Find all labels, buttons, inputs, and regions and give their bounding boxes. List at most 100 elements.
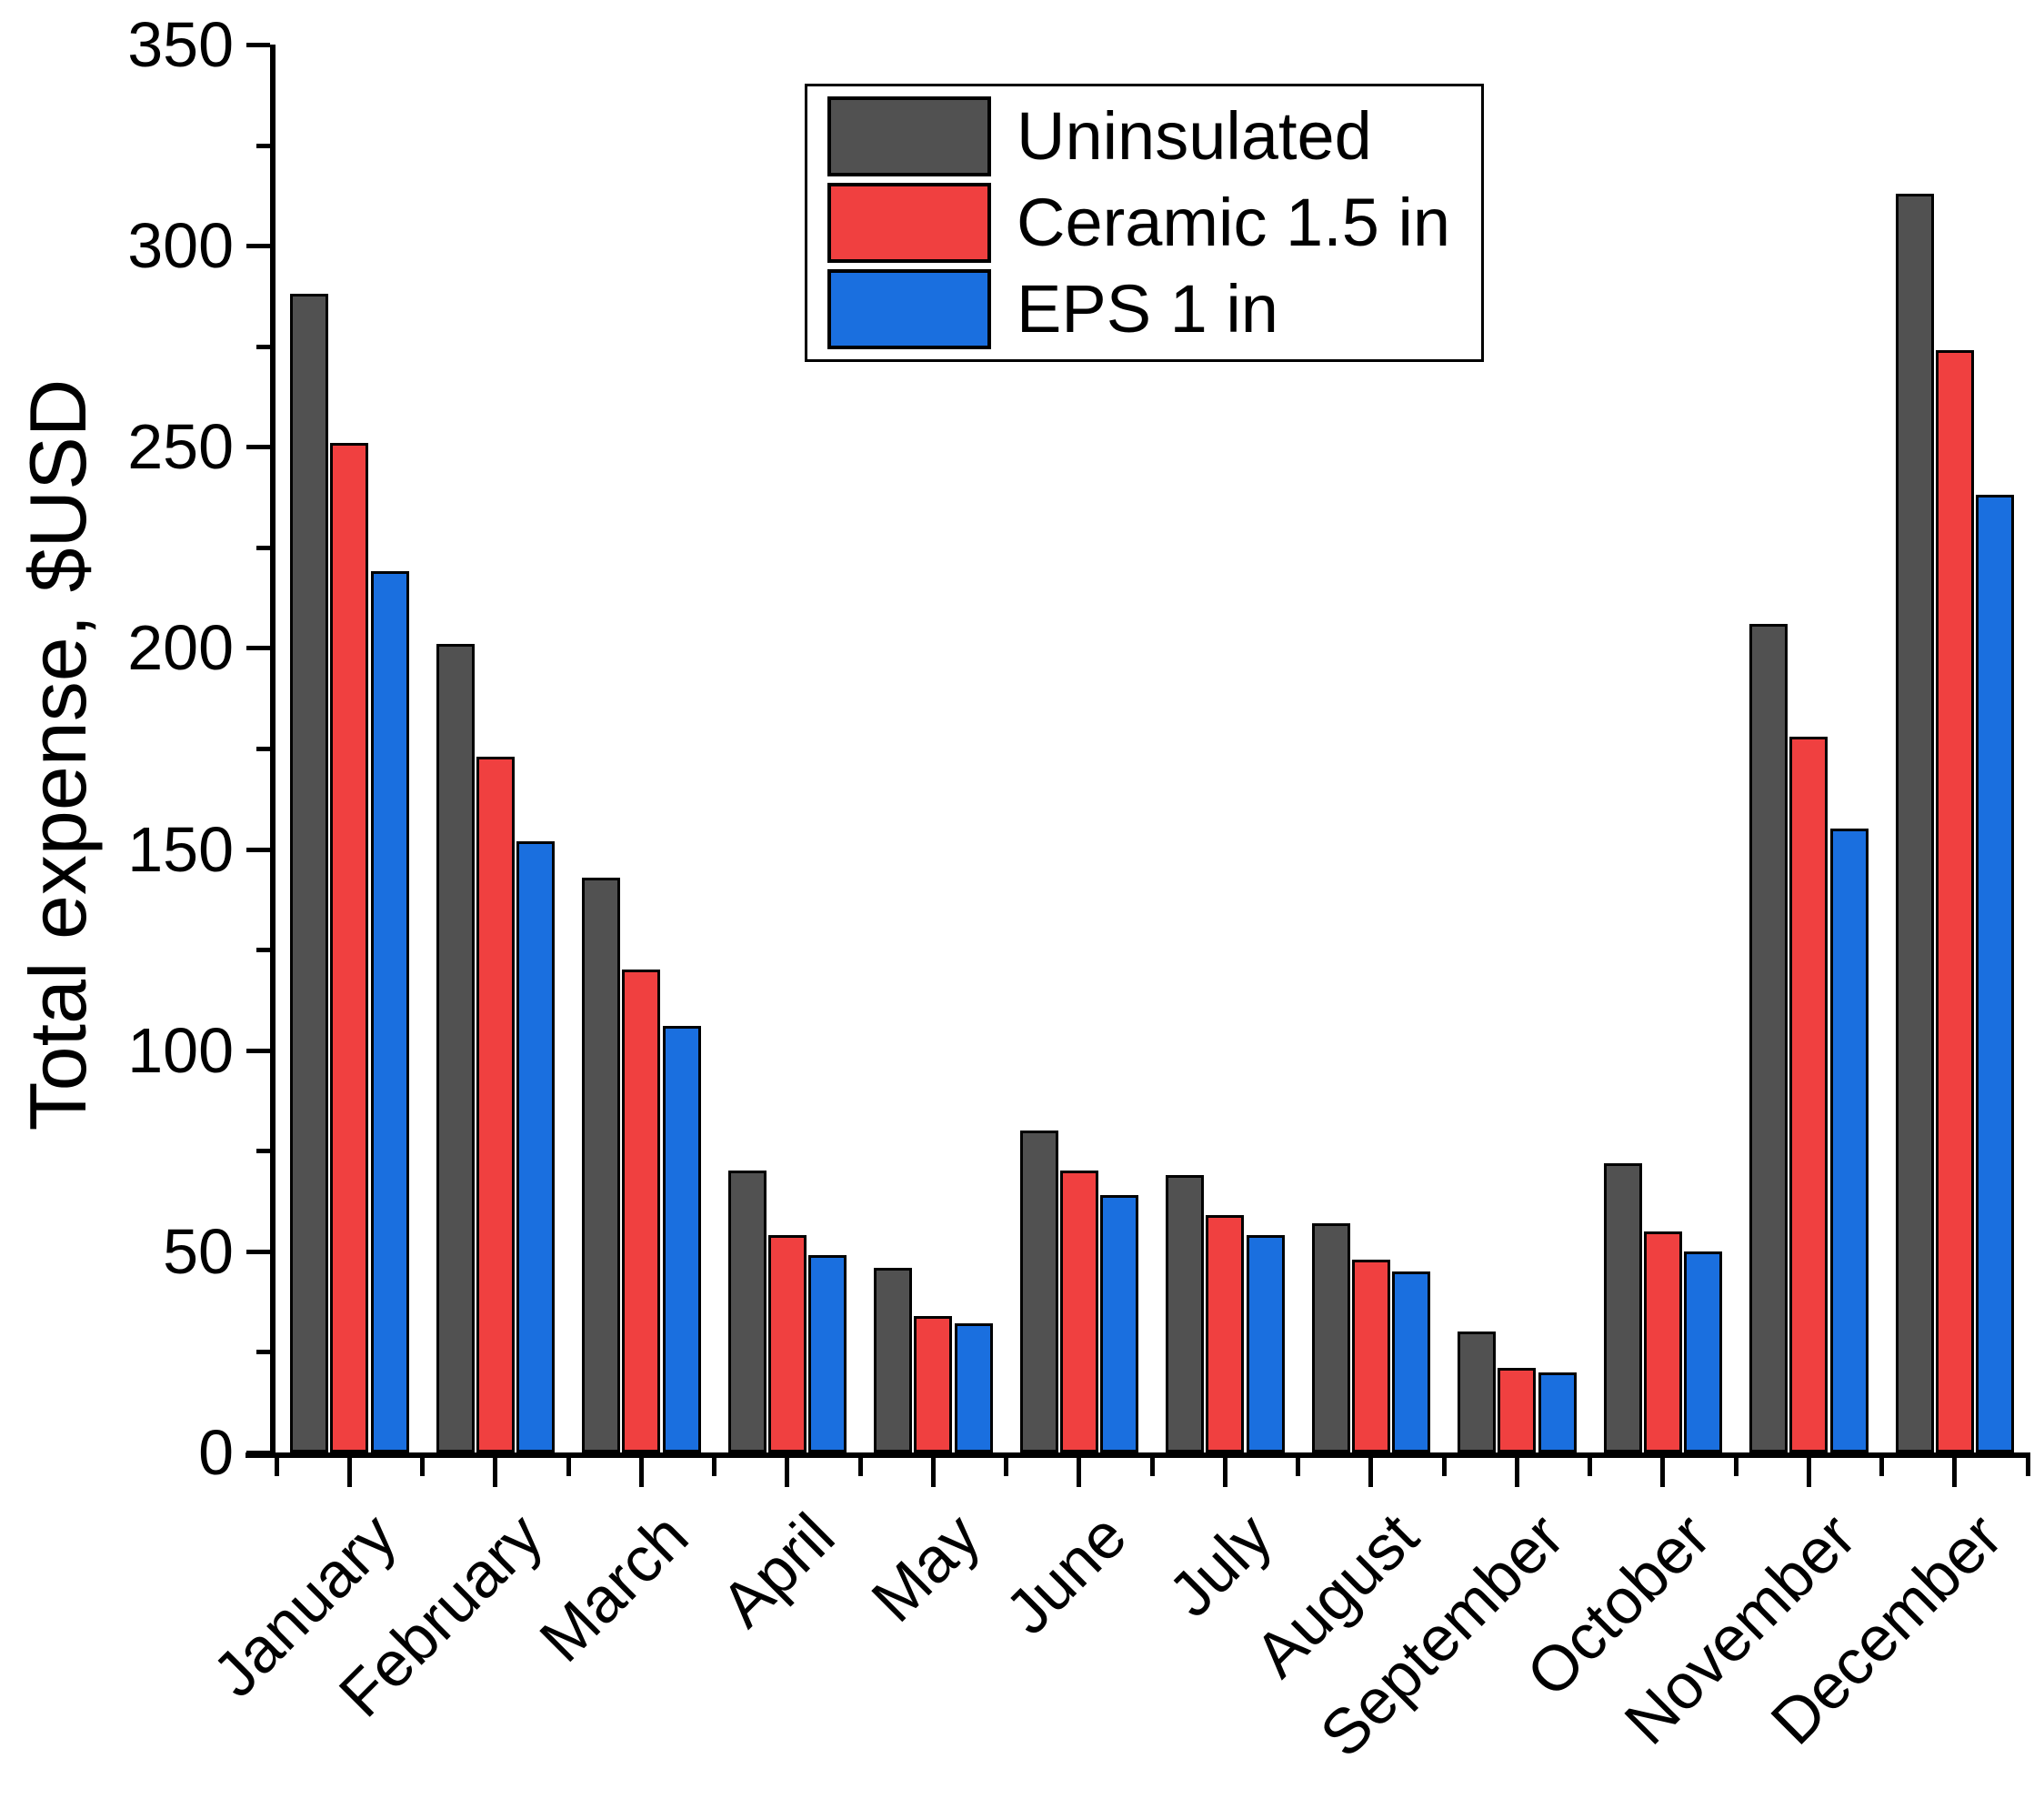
x-major-tick-july <box>1223 1458 1227 1487</box>
bar-february-uninsulated <box>436 644 475 1452</box>
bar-march-eps-1-in <box>663 1026 701 1452</box>
bar-october-uninsulated <box>1604 1163 1642 1452</box>
legend-label-uninsulated: Uninsulated <box>1017 98 1372 174</box>
bar-august-ceramic-1-5-in <box>1352 1260 1390 1452</box>
y-tick-label-0: 0 <box>198 1417 234 1488</box>
y-major-tick-0 <box>246 1451 270 1455</box>
bar-december-uninsulated <box>1896 194 1934 1452</box>
y-minor-tick-325 <box>256 144 270 148</box>
bar-september-eps-1-in <box>1538 1372 1577 1452</box>
bar-december-eps-1-in <box>1976 495 2014 1452</box>
legend-item-uninsulated: Uninsulated <box>807 95 1481 178</box>
bar-may-ceramic-1-5-in <box>914 1316 952 1452</box>
x-major-tick-march <box>639 1458 644 1487</box>
legend-label-ceramic-1-5-in: Ceramic 1.5 in <box>1017 185 1451 260</box>
y-major-tick-150 <box>246 848 270 852</box>
bar-july-uninsulated <box>1166 1175 1204 1452</box>
x-minor-tick-12 <box>2026 1458 2030 1476</box>
y-major-tick-50 <box>246 1250 270 1254</box>
x-major-tick-january <box>347 1458 352 1487</box>
x-minor-tick-9 <box>1588 1458 1592 1476</box>
x-major-tick-august <box>1368 1458 1373 1487</box>
bar-november-ceramic-1-5-in <box>1789 737 1828 1452</box>
y-minor-tick-275 <box>256 345 270 349</box>
y-axis-line <box>270 45 276 1458</box>
legend: Uninsulated Ceramic 1.5 in EPS 1 in <box>805 84 1484 362</box>
bar-march-uninsulated <box>582 878 620 1452</box>
x-major-tick-april <box>785 1458 789 1487</box>
x-minor-tick-3 <box>712 1458 716 1476</box>
y-major-tick-350 <box>246 43 270 47</box>
y-tick-label-100: 100 <box>127 1015 234 1086</box>
y-minor-tick-175 <box>256 747 270 751</box>
x-tick-label-april: April <box>707 1500 848 1641</box>
y-tick-label-150: 150 <box>127 814 234 885</box>
bar-february-eps-1-in <box>516 841 555 1452</box>
bar-april-uninsulated <box>728 1171 766 1452</box>
y-tick-label-250: 250 <box>127 411 234 482</box>
legend-item-eps-1-in: EPS 1 in <box>807 267 1481 351</box>
bar-june-uninsulated <box>1020 1131 1058 1452</box>
x-minor-tick-10 <box>1734 1458 1738 1476</box>
bar-november-uninsulated <box>1749 624 1788 1452</box>
x-minor-tick-0 <box>275 1458 279 1476</box>
bar-august-uninsulated <box>1312 1223 1350 1452</box>
legend-label-eps-1-in: EPS 1 in <box>1017 271 1278 347</box>
x-minor-tick-6 <box>1150 1458 1155 1476</box>
bar-november-eps-1-in <box>1830 829 1869 1452</box>
bar-june-ceramic-1-5-in <box>1060 1171 1098 1452</box>
x-minor-tick-5 <box>1004 1458 1008 1476</box>
bar-may-uninsulated <box>874 1268 912 1452</box>
bar-january-ceramic-1-5-in <box>330 443 368 1452</box>
bar-october-ceramic-1-5-in <box>1644 1231 1682 1452</box>
y-tick-label-350: 350 <box>127 9 234 80</box>
bar-june-eps-1-in <box>1100 1195 1138 1452</box>
y-tick-label-200: 200 <box>127 612 234 683</box>
bar-february-ceramic-1-5-in <box>476 757 515 1452</box>
x-minor-tick-4 <box>858 1458 863 1476</box>
x-major-tick-february <box>493 1458 497 1487</box>
y-minor-tick-125 <box>256 948 270 952</box>
x-major-tick-november <box>1807 1458 1811 1487</box>
x-minor-tick-2 <box>566 1458 571 1476</box>
x-axis-line <box>245 1452 2030 1458</box>
y-tick-label-50: 50 <box>163 1216 234 1287</box>
y-tick-label-300: 300 <box>127 210 234 281</box>
y-major-tick-250 <box>246 445 270 449</box>
y-major-tick-300 <box>246 244 270 248</box>
bar-december-ceramic-1-5-in <box>1936 350 1974 1452</box>
bar-april-ceramic-1-5-in <box>768 1235 807 1452</box>
x-major-tick-june <box>1077 1458 1081 1487</box>
x-tick-label-march: March <box>526 1500 702 1675</box>
bar-january-eps-1-in <box>371 571 409 1452</box>
y-minor-tick-25 <box>256 1350 270 1354</box>
x-minor-tick-11 <box>1879 1458 1884 1476</box>
legend-swatch-uninsulated <box>827 96 991 176</box>
bar-october-eps-1-in <box>1684 1251 1722 1452</box>
x-minor-tick-1 <box>420 1458 425 1476</box>
x-major-tick-december <box>1952 1458 1957 1487</box>
y-minor-tick-225 <box>256 546 270 550</box>
x-major-tick-october <box>1660 1458 1665 1487</box>
y-major-tick-100 <box>246 1049 270 1053</box>
bar-september-uninsulated <box>1458 1332 1496 1452</box>
legend-swatch-ceramic-1-5-in <box>827 183 991 263</box>
x-minor-tick-7 <box>1296 1458 1300 1476</box>
bar-july-ceramic-1-5-in <box>1206 1215 1244 1452</box>
bar-may-eps-1-in <box>955 1323 993 1452</box>
x-major-tick-september <box>1515 1458 1519 1487</box>
legend-swatch-eps-1-in <box>827 269 991 349</box>
y-minor-tick-75 <box>256 1149 270 1153</box>
x-tick-label-june: June <box>991 1500 1140 1648</box>
x-tick-label-july: July <box>1155 1500 1286 1631</box>
bar-september-ceramic-1-5-in <box>1498 1368 1536 1452</box>
bar-january-uninsulated <box>290 294 328 1452</box>
y-major-tick-200 <box>246 646 270 650</box>
bar-march-ceramic-1-5-in <box>622 970 660 1452</box>
bar-april-eps-1-in <box>808 1255 847 1452</box>
legend-item-ceramic-1-5-in: Ceramic 1.5 in <box>807 181 1481 265</box>
bar-august-eps-1-in <box>1392 1271 1430 1452</box>
bar-july-eps-1-in <box>1247 1235 1285 1452</box>
x-tick-label-may: May <box>857 1500 994 1635</box>
x-major-tick-may <box>931 1458 936 1487</box>
